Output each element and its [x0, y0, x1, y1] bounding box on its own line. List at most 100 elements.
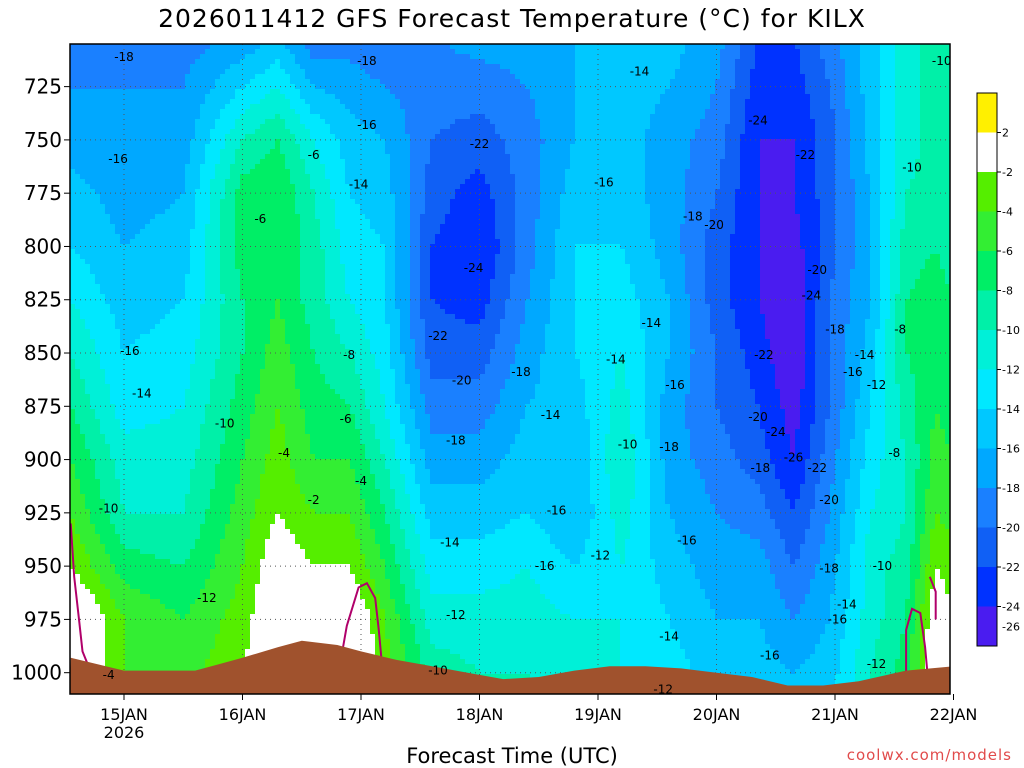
field-cell [190, 394, 196, 400]
field-cell [250, 569, 256, 575]
field-cell [230, 109, 236, 115]
field-cell [160, 559, 166, 565]
field-cell [75, 479, 81, 485]
field-cell [260, 44, 266, 50]
field-cell [225, 89, 231, 95]
field-cell [260, 59, 266, 65]
field-cell [210, 324, 216, 330]
field-cell [155, 194, 161, 200]
field-cell [240, 569, 246, 575]
field-cell [180, 174, 186, 180]
field-cell [220, 439, 226, 445]
field-cell [225, 549, 231, 555]
field-cell [140, 64, 146, 70]
field-cell [255, 164, 261, 170]
field-cell [135, 254, 141, 260]
field-cell [205, 329, 211, 335]
field-cell [240, 564, 246, 570]
field-cell [145, 594, 151, 600]
field-cell [255, 479, 261, 485]
field-cell [215, 84, 221, 90]
field-cell [70, 234, 76, 240]
field-cell [205, 154, 211, 160]
field-cell [225, 119, 231, 125]
field-cell [240, 154, 246, 160]
field-cell [230, 404, 236, 410]
field-cell [200, 634, 206, 640]
field-cell [180, 644, 186, 650]
field-cell [130, 229, 136, 235]
field-cell [240, 349, 246, 355]
field-cell [245, 149, 251, 155]
field-cell [225, 279, 231, 285]
field-cell [145, 519, 151, 525]
field-cell [250, 204, 256, 210]
field-cell [205, 624, 211, 630]
field-cell [220, 89, 226, 95]
field-cell [150, 54, 156, 60]
field-cell [230, 564, 236, 570]
field-cell [200, 644, 206, 650]
field-cell [220, 164, 226, 170]
field-cell [155, 119, 161, 125]
field-cell [255, 274, 261, 280]
field-cell [175, 189, 181, 195]
field-cell [235, 529, 241, 535]
field-cell [80, 104, 86, 110]
field-cell [210, 334, 216, 340]
field-cell [85, 64, 91, 70]
field-cell [205, 389, 211, 395]
field-cell [185, 144, 191, 150]
field-cell [145, 454, 151, 460]
field-cell [75, 529, 81, 535]
field-cell [260, 219, 266, 225]
field-cell [215, 254, 221, 260]
field-cell [240, 394, 246, 400]
field-cell [195, 634, 201, 640]
field-cell [145, 244, 151, 250]
field-cell [110, 234, 116, 240]
field-cell [190, 569, 196, 575]
field-cell [245, 394, 251, 400]
field-cell [105, 289, 111, 295]
field-cell [255, 259, 261, 265]
field-cell [115, 599, 121, 605]
field-cell [105, 594, 111, 600]
field-cell [105, 404, 111, 410]
field-cell [105, 514, 111, 520]
field-cell [150, 84, 156, 90]
field-cell [120, 239, 126, 245]
field-cell [165, 659, 171, 665]
field-cell [180, 379, 186, 385]
field-cell [240, 234, 246, 240]
field-cell [225, 84, 231, 90]
field-cell [85, 179, 91, 185]
field-cell [135, 94, 141, 100]
field-cell [180, 649, 186, 655]
field-cell [170, 499, 176, 505]
field-cell [75, 144, 81, 150]
field-cell [195, 379, 201, 385]
field-cell [230, 624, 236, 630]
field-cell [245, 284, 251, 290]
field-cell [180, 114, 186, 120]
field-cell [195, 509, 201, 515]
field-cell [155, 179, 161, 185]
field-cell [125, 489, 131, 495]
field-cell [245, 399, 251, 405]
field-cell [250, 294, 256, 300]
field-cell [100, 249, 106, 255]
field-cell [230, 304, 236, 310]
field-cell [235, 609, 241, 615]
field-cell [155, 259, 161, 265]
field-cell [95, 454, 101, 460]
field-cell [215, 99, 221, 105]
field-cell [105, 424, 111, 430]
field-cell [255, 124, 261, 130]
field-cell [240, 264, 246, 270]
field-cell [75, 499, 81, 505]
field-cell [120, 519, 126, 525]
field-cell [165, 539, 171, 545]
field-cell [155, 524, 161, 530]
field-cell [215, 94, 221, 100]
